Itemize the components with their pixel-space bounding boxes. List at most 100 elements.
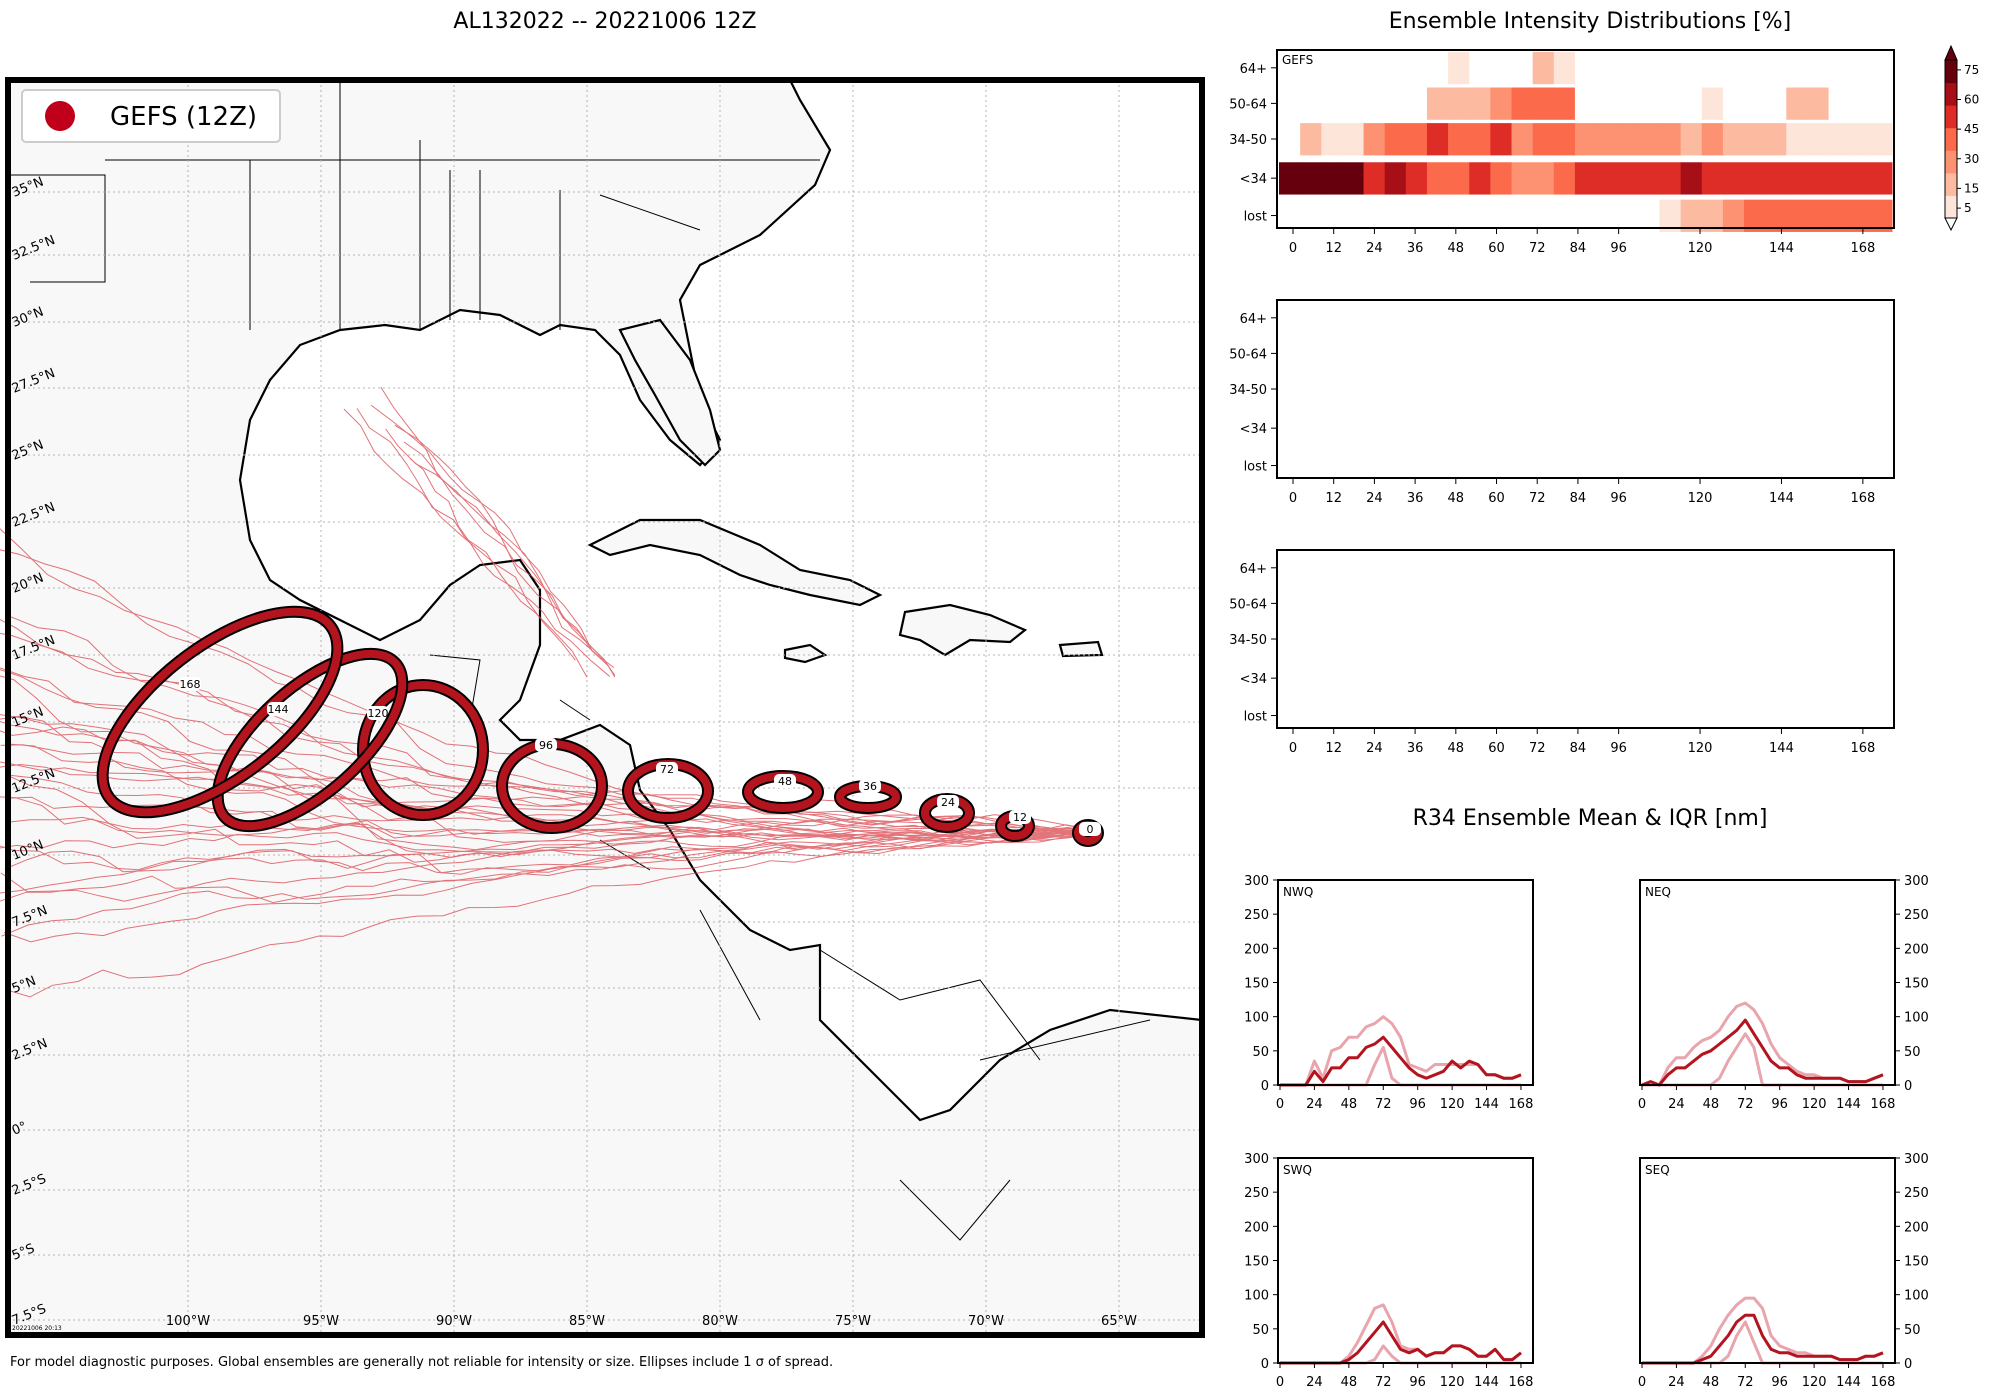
heatmap-cell: [1701, 123, 1724, 156]
ensemble-track: [0, 763, 1091, 839]
heatmap-cell: [1553, 123, 1576, 156]
land-areas: [6, 78, 1204, 1337]
r34-iqr-upper-line: [1641, 1001, 1884, 1087]
heatmap-cell: [1849, 51, 1872, 85]
colorbar-tick-label: 30: [1964, 152, 1979, 166]
heatmap-cell: [1574, 123, 1597, 156]
ensemble-track: [0, 549, 1091, 840]
r34-panel-swq: SWQ 300 250 200 150 100 50 00 24 48 72 96 120 144 168: [1244, 1152, 1534, 1390]
heatmap-cell: [1469, 162, 1491, 195]
us-mexico-border: [8, 174, 106, 283]
heatmap-cell: [1680, 162, 1703, 195]
intensity-frame: [1276, 549, 1895, 729]
r34-y-tick-label: 100: [1904, 1011, 1929, 1026]
heatmap-cell: [1448, 87, 1470, 120]
hour-tick-label: 12: [1325, 241, 1342, 256]
ensemble-track: [10, 616, 1091, 833]
r34-x-tick-label: 168: [1871, 1375, 1896, 1390]
heatmap-cell: [1786, 87, 1808, 120]
heatmap-cell: [1744, 51, 1766, 85]
r34-y-tick-label: 300: [1244, 874, 1269, 889]
r34-x-tick-label: 72: [1375, 1097, 1392, 1112]
heatmap-cell: [1596, 51, 1618, 85]
heatmap-cell: [1511, 123, 1534, 156]
r34-panel-label: SEQ: [1645, 1163, 1670, 1177]
legend-marker: [45, 101, 75, 131]
hour-tick-label: 0: [1289, 741, 1297, 756]
heatmap-cell: [1342, 51, 1365, 85]
category-tick-label: 64+: [1240, 562, 1267, 577]
r34-mean-line: [1280, 1035, 1522, 1087]
heatmap-cell: [1807, 162, 1830, 195]
heatmap-cell: [1279, 162, 1301, 195]
r34-x-tick-label: 168: [1871, 1097, 1896, 1112]
r34-x-tick-label: 96: [1771, 1097, 1788, 1112]
heatmap-cell: [1786, 199, 1808, 232]
r34-x-tick-label: 168: [1509, 1097, 1534, 1112]
r34-y-tick-label: 250: [1244, 908, 1269, 923]
hour-tick-label: 48: [1448, 241, 1465, 256]
hour-tick-label: 12: [1325, 491, 1342, 506]
heatmap-cell: [1426, 199, 1449, 232]
heatmap-cell: [1849, 87, 1872, 120]
colorbar-extend-min: [1944, 217, 1958, 232]
category-tick-label: 50-64: [1229, 597, 1267, 612]
colorbar-tick-label: 45: [1964, 122, 1979, 136]
intensity-title: Ensemble Intensity Distributions [%]: [1389, 9, 1792, 34]
heatmap-cell: [1384, 51, 1407, 85]
r34-y-tick-label: 50: [1904, 1323, 1921, 1338]
heatmap-cell: [1638, 51, 1660, 85]
heatmap-cell: [1765, 162, 1787, 195]
heatmap-cell: [1426, 123, 1449, 156]
heatmap-cell: [1722, 87, 1745, 120]
heatmap-cell: [1574, 51, 1597, 85]
heatmap-cell: [1469, 199, 1491, 232]
heatmap-cell: [1680, 123, 1703, 156]
heatmap-cell: [1786, 162, 1808, 195]
longitude-label: 90°W: [436, 1314, 472, 1329]
ensemble-track: [0, 714, 1091, 835]
colorbar-tick-label: 75: [1964, 63, 1979, 77]
heatmap-cell: [1490, 162, 1513, 195]
heatmap-cell: [1405, 162, 1428, 195]
heatmap-cell: [1321, 123, 1343, 156]
hour-tick-label: 36: [1407, 491, 1424, 506]
hour-tick-label: 72: [1529, 241, 1546, 256]
hour-tick-label: 84: [1570, 491, 1587, 506]
heatmap-cell: [1405, 87, 1428, 120]
ellipse-hour-label: 0: [1087, 823, 1094, 836]
r34-y-tick-label: 300: [1904, 874, 1929, 889]
heatmap-cell: [1279, 199, 1301, 232]
r34-x-tick-label: 72: [1375, 1375, 1392, 1390]
longitude-label: 85°W: [569, 1314, 605, 1329]
heatmap-cell: [1596, 87, 1618, 120]
r34-x-tick-label: 120: [1802, 1375, 1827, 1390]
legend-box: [21, 89, 281, 143]
r34-panel-label: SWQ: [1283, 1163, 1312, 1177]
heatmap-cell: [1722, 51, 1745, 85]
r34-y-tick-label: 100: [1904, 1289, 1929, 1304]
r34-panel-label: NWQ: [1283, 885, 1313, 899]
r34-x-tick-label: 24: [1668, 1097, 1685, 1112]
heatmap-cell: [1638, 87, 1660, 120]
heatmap-cell: [1511, 87, 1534, 120]
r34-y-tick-label: 100: [1244, 1289, 1269, 1304]
hour-tick-label: 96: [1610, 241, 1627, 256]
heatmap-cell: [1469, 51, 1491, 85]
ellipse-label-box: [859, 779, 881, 793]
ellipse-label-box: [656, 762, 678, 776]
ellipse-label-box: [267, 702, 289, 716]
heatmap-cell: [1701, 162, 1724, 195]
heatmap-cell: [1765, 87, 1787, 120]
hour-tick-label: 84: [1570, 741, 1587, 756]
r34-y-tick-label: 150: [1904, 977, 1929, 992]
colorbar-swatch: [1945, 105, 1957, 129]
r34-y-tick-label: 250: [1904, 908, 1929, 923]
ellipse-ring: [359, 681, 487, 819]
hour-tick-label: 144: [1769, 241, 1794, 256]
heatmap-cell: [1765, 199, 1787, 232]
heatmap-cell: [1448, 123, 1470, 156]
heatmap-cell: [1638, 123, 1660, 156]
ensemble-track: [4, 831, 1091, 875]
